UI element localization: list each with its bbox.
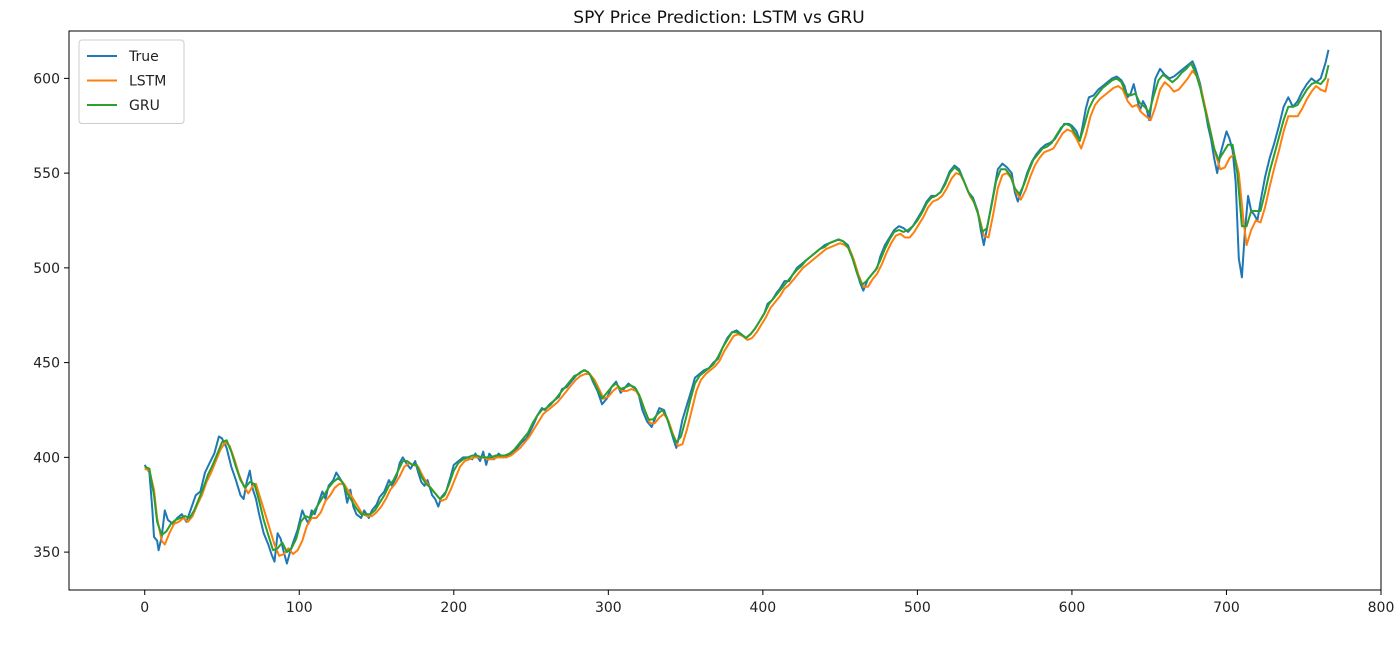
series-line-gru: [144, 62, 1330, 554]
plot-area: [143, 49, 1330, 565]
plot-frame: [68, 30, 1382, 591]
legend-box: [78, 39, 185, 124]
y-tick-label: 400: [33, 450, 60, 466]
y-tick-label: 350: [33, 545, 60, 561]
chart-title: SPY Price Prediction: LSTM vs GRU: [573, 8, 864, 28]
y-tick-label: 550: [33, 166, 60, 182]
x-tick-label: 500: [904, 600, 931, 616]
series-line-lstm: [144, 69, 1330, 557]
x-tick-label: 800: [1368, 600, 1395, 616]
y-axis: 350 400 450 500 550 600: [33, 71, 69, 561]
series-line-true: [143, 49, 1330, 565]
x-tick-label: 0: [140, 600, 149, 616]
x-tick-label: 200: [440, 600, 467, 616]
legend-label-lstm: LSTM: [129, 74, 166, 90]
y-tick-label: 500: [33, 261, 60, 277]
x-axis: 0 100 200 300 400 500 600 700 800: [140, 590, 1394, 616]
x-tick-label: 700: [1213, 600, 1240, 616]
x-tick-label: 100: [286, 600, 313, 616]
x-tick-label: 400: [749, 600, 776, 616]
y-tick-label: 450: [33, 356, 60, 372]
x-tick-label: 600: [1059, 600, 1086, 616]
legend-label-gru: GRU: [129, 98, 160, 114]
legend: True LSTM GRU: [78, 39, 185, 124]
x-tick-label: 300: [595, 600, 622, 616]
y-tick-label: 600: [33, 71, 60, 87]
legend-label-true: True: [128, 49, 159, 65]
